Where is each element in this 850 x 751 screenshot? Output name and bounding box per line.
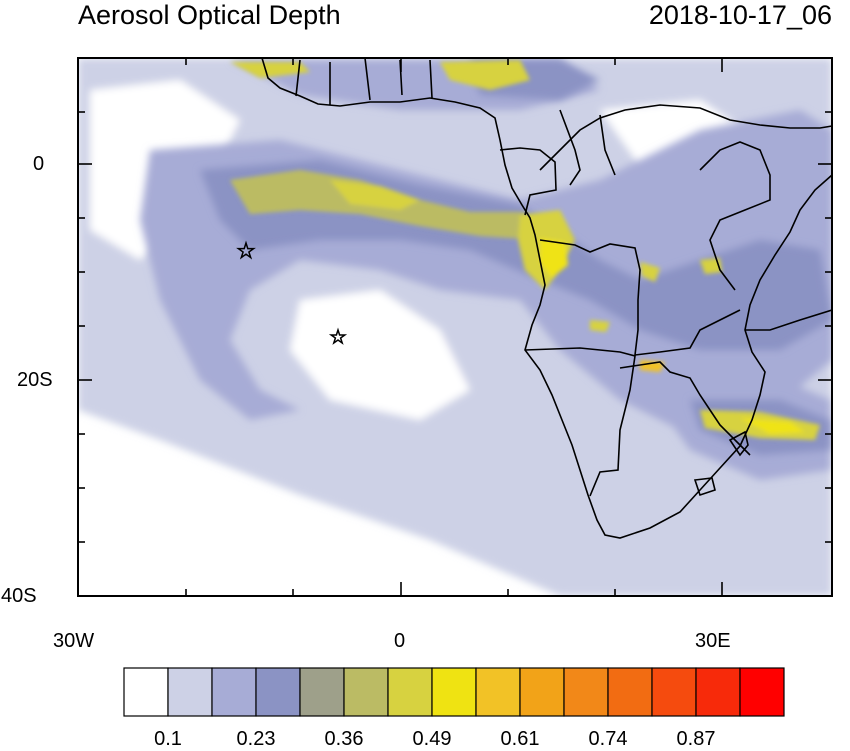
colorbar-swatch bbox=[563, 667, 609, 717]
map-title: Aerosol Optical Depth bbox=[78, 0, 341, 30]
coastlines bbox=[261, 58, 832, 539]
colorbar-tick-label: 0.61 bbox=[500, 728, 540, 750]
star-marker bbox=[328, 327, 348, 345]
lat-label: 40S bbox=[1, 585, 37, 607]
station-markers bbox=[236, 240, 348, 345]
star-marker bbox=[236, 240, 256, 260]
colorbar-swatch bbox=[607, 667, 653, 717]
colorbar-swatch bbox=[431, 667, 477, 717]
colorbar-tick-label: 0.36 bbox=[324, 728, 364, 750]
lon-label: 0 bbox=[394, 630, 406, 652]
aod-field bbox=[78, 58, 832, 596]
lon-label: 30W bbox=[53, 630, 95, 652]
colorbar-tick-label: 0.49 bbox=[412, 728, 452, 750]
colorbar-swatch bbox=[475, 667, 521, 717]
colorbar-swatch bbox=[651, 667, 697, 717]
lat-label: 0 bbox=[33, 153, 45, 175]
colorbar-swatch bbox=[519, 667, 565, 717]
map-frame bbox=[77, 57, 833, 597]
colorbar-swatch bbox=[299, 667, 345, 717]
colorbar-tick-label: 0.74 bbox=[588, 728, 628, 750]
lon-label: 30E bbox=[695, 630, 731, 652]
map-datetime: 2018-10-17_06 bbox=[648, 0, 832, 30]
colorbar-swatch bbox=[255, 667, 301, 717]
axis-ticks bbox=[78, 58, 832, 597]
colorbar-swatch bbox=[739, 667, 785, 717]
colorbar-tick-label: 0.1 bbox=[154, 728, 182, 750]
colorbar-swatch bbox=[387, 667, 433, 717]
colorbar-swatch bbox=[167, 667, 213, 717]
colorbar-tick-label: 0.23 bbox=[236, 728, 276, 750]
colorbar-swatch bbox=[343, 667, 389, 717]
colorbar-swatch bbox=[123, 667, 169, 717]
colorbar-tick-label: 0.87 bbox=[676, 728, 716, 750]
lat-label: 20S bbox=[17, 369, 53, 391]
colorbar bbox=[123, 667, 785, 717]
colorbar-swatch bbox=[695, 667, 741, 717]
colorbar-swatch bbox=[211, 667, 257, 717]
